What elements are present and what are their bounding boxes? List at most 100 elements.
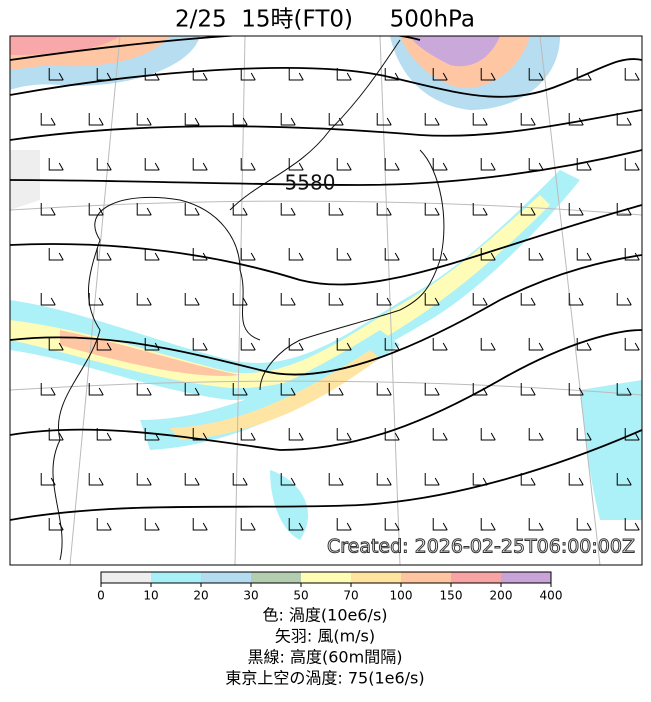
colorbar-tick-label: 0 — [97, 589, 105, 603]
colorbar-segment — [201, 572, 251, 583]
wind-barb — [616, 203, 632, 216]
wind-barb — [144, 338, 160, 351]
wind-barb — [480, 248, 496, 261]
wind-barb — [48, 248, 64, 261]
wind-barb — [280, 383, 296, 396]
wind-barb — [144, 68, 160, 81]
wind-barb — [528, 68, 544, 81]
wind-barb — [328, 473, 344, 486]
wind-barb — [480, 338, 496, 351]
colorbar-segment — [401, 572, 451, 583]
colorbar: 0 10 20 30 50 70 100 150 200 400 — [97, 571, 562, 603]
wind-barb — [184, 293, 200, 306]
wind-barb — [472, 113, 488, 126]
colorbar-segment — [301, 572, 351, 583]
wind-barb — [288, 428, 304, 441]
wind-barb — [96, 338, 112, 351]
wind-barb — [568, 113, 584, 126]
wind-barb — [328, 293, 344, 306]
wind-barb — [232, 203, 248, 216]
wind-barb — [144, 248, 160, 261]
wind-barb — [624, 428, 640, 441]
wind-barb — [184, 113, 200, 126]
wind-barb — [136, 383, 152, 396]
wind-barb — [432, 158, 448, 171]
wind-barb — [432, 248, 448, 261]
contour-label: 5580 — [285, 171, 336, 195]
wind-barb — [192, 518, 208, 531]
wind-barb — [624, 338, 640, 351]
title: 2/25 15時(FT0) 500hPa — [175, 7, 475, 33]
wind-barb — [48, 68, 64, 81]
wind-barb — [136, 473, 152, 486]
wind-barb — [240, 338, 256, 351]
colorbar-segment — [451, 572, 501, 583]
wind-barb — [48, 518, 64, 531]
map-background — [10, 36, 642, 565]
caption: 黒線: 高度(60m間隔) — [248, 648, 403, 667]
wind-barb — [144, 158, 160, 171]
wind-barb — [40, 203, 56, 216]
wind-barb — [376, 293, 392, 306]
wind-barb — [520, 113, 536, 126]
captions: 色: 渦度(10e6/s) 矢羽: 風(m/s) 黒線: 高度(60m間隔) 東京上空… — [225, 606, 424, 688]
wind-barb — [384, 338, 400, 351]
wind-barb — [48, 338, 64, 351]
wind-barb — [336, 518, 352, 531]
wind-barb — [96, 158, 112, 171]
wind-barb — [568, 383, 584, 396]
map-frame — [9, 35, 643, 566]
colorbar-tick-label: 100 — [390, 589, 413, 603]
wind-barb — [576, 428, 592, 441]
wind-barb — [576, 158, 592, 171]
wind-barb — [240, 158, 256, 171]
colorbar-segment — [501, 572, 551, 583]
wind-barb — [184, 473, 200, 486]
wind-barb — [144, 518, 160, 531]
wind-barb — [384, 518, 400, 531]
colorbar-segment — [151, 572, 201, 583]
wind-barb — [288, 68, 304, 81]
wind-barb — [432, 68, 448, 81]
wind-barb — [40, 383, 56, 396]
wind-barb — [576, 248, 592, 261]
wind-barb — [232, 113, 248, 126]
wind-barb — [384, 248, 400, 261]
wind-barb — [576, 68, 592, 81]
wind-barb — [280, 113, 296, 126]
colorbar-tick-label: 30 — [243, 589, 258, 603]
wind-barb — [528, 338, 544, 351]
wind-barb — [568, 473, 584, 486]
colorbar-segment — [251, 572, 301, 583]
wind-barb — [280, 473, 296, 486]
wind-barb — [624, 248, 640, 261]
colorbar-segment — [351, 572, 401, 583]
wind-barb — [288, 158, 304, 171]
colorbar-tick-label: 10 — [143, 589, 158, 603]
wind-barb — [384, 68, 400, 81]
wind-barb — [520, 383, 536, 396]
wind-barb — [472, 383, 488, 396]
created-stamp: Created: 2026-02-25T06:00:00Z — [327, 536, 635, 558]
wind-barb — [616, 383, 632, 396]
wind-barb — [328, 383, 344, 396]
wind-barb — [96, 518, 112, 531]
colorbar-frame — [100, 571, 552, 584]
wind-barb — [96, 428, 112, 441]
wind-barb — [144, 428, 160, 441]
wind-barb — [616, 473, 632, 486]
wind-barb — [136, 203, 152, 216]
wind-barb — [240, 248, 256, 261]
colorbar-tick-label: 50 — [293, 589, 308, 603]
wind-barb — [432, 518, 448, 531]
wind-barb — [336, 338, 352, 351]
wind-barb — [88, 473, 104, 486]
wind-barb — [240, 518, 256, 531]
wind-barb — [192, 68, 208, 81]
colorbar-tick-label: 150 — [440, 589, 463, 603]
wind-barb — [520, 203, 536, 216]
wind-barb — [136, 113, 152, 126]
wind-barb — [240, 428, 256, 441]
wind-barb — [568, 203, 584, 216]
